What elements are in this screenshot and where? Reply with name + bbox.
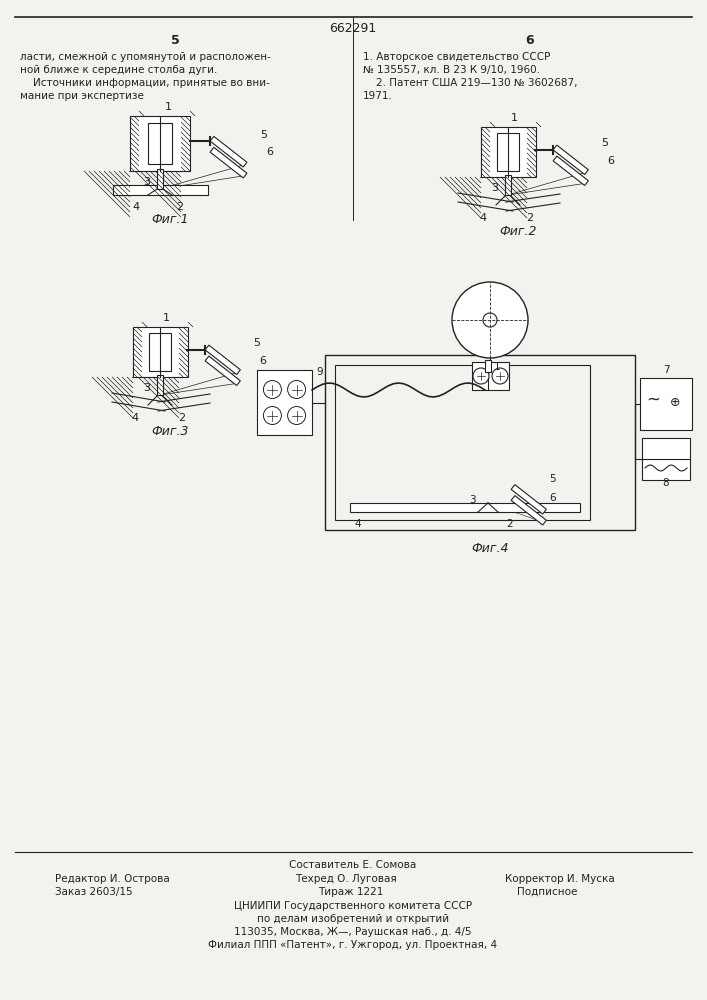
Text: ной ближе к середине столба дуги.: ной ближе к середине столба дуги. [20,65,217,75]
Text: 2: 2 [178,413,185,423]
Polygon shape [511,496,547,525]
Text: 1. Авторское свидетельство СССР: 1. Авторское свидетельство СССР [363,52,550,62]
Text: 6: 6 [607,155,614,165]
Bar [640,378,692,430]
Text: Техред О. Луговая: Техред О. Луговая [295,874,397,884]
Text: 6: 6 [549,493,556,503]
Circle shape [483,313,497,327]
Text: 3: 3 [491,183,498,193]
Text: 4: 4 [132,202,139,212]
Bar [149,333,171,371]
Text: мание при экспертизе: мание при экспертизе [20,91,144,101]
Polygon shape [210,136,247,167]
Text: № 135557, кл. В 23 К 9/10, 1960.: № 135557, кл. В 23 К 9/10, 1960. [363,65,540,75]
Text: 5: 5 [601,138,608,148]
Text: 2: 2 [527,213,534,223]
Text: 9: 9 [316,367,322,377]
Bar [481,127,536,177]
Bar [113,185,208,195]
Text: Источники информации, принятые во вни-: Источники информации, принятые во вни- [20,78,270,88]
Bar [335,365,590,520]
Text: ~: ~ [646,391,660,409]
Circle shape [288,406,305,424]
Text: Подписное: Подписное [517,887,578,897]
Circle shape [288,380,305,398]
Circle shape [264,380,281,398]
Text: Корректор И. Муска: Корректор И. Муска [505,874,615,884]
Bar [148,123,172,164]
Text: 4: 4 [132,413,139,423]
Text: 6: 6 [259,356,266,365]
Bar [497,133,519,171]
Polygon shape [511,485,547,514]
Text: 1: 1 [163,313,170,323]
Text: 8: 8 [662,478,670,488]
Text: ЦНИИПИ Государственного комитета СССР: ЦНИИПИ Государственного комитета СССР [234,901,472,911]
Polygon shape [205,356,240,385]
Text: 4: 4 [355,519,361,529]
Bar [133,327,188,377]
Text: 3: 3 [469,495,476,505]
Text: Редактор И. Острова: Редактор И. Острова [55,874,170,884]
Text: 4: 4 [479,213,486,223]
Text: 5: 5 [253,338,260,349]
Text: 2: 2 [177,202,184,212]
Text: 2. Патент США 219—130 № 3602687,: 2. Патент США 219—130 № 3602687, [363,78,578,88]
Text: 5: 5 [260,130,267,140]
Text: Фиг.3: Фиг.3 [151,425,189,438]
Text: Фиг.2: Фиг.2 [499,225,537,238]
Text: 1: 1 [165,102,172,112]
Text: Заказ 2603/15: Заказ 2603/15 [55,887,133,897]
Bar [505,175,511,195]
Text: 1: 1 [511,113,518,123]
Text: 6: 6 [526,33,534,46]
Text: 113035, Москва, Ж—̵, Раушская наб., д. 4/5: 113035, Москва, Ж—̵, Раушская наб., д. 4… [234,927,472,937]
Bar [157,169,163,189]
Text: ласти, смежной с упомянутой и расположен-: ласти, смежной с упомянутой и расположен… [20,52,271,62]
Text: Фиг.1: Фиг.1 [151,213,189,226]
Text: 3: 3 [143,177,150,187]
Text: Фиг.4: Фиг.4 [472,542,509,555]
Text: 1971.: 1971. [363,91,393,101]
Text: по делам изобретений и открытий: по делам изобретений и открытий [257,914,449,924]
Bar [157,375,163,395]
Text: 5: 5 [170,33,180,46]
Circle shape [452,282,528,358]
Bar [642,438,690,480]
Polygon shape [205,345,240,374]
Circle shape [264,406,281,424]
Text: 7: 7 [662,365,670,375]
Text: 662291: 662291 [329,21,377,34]
Polygon shape [553,145,588,174]
Text: ⊕: ⊕ [670,395,680,408]
Text: Составитель Е. Сомова: Составитель Е. Сомова [289,860,416,870]
Bar [350,503,580,512]
Text: Тираж 1221: Тираж 1221 [318,887,383,897]
Circle shape [492,368,508,384]
Circle shape [473,368,489,384]
Text: 1: 1 [494,362,501,372]
Text: 2: 2 [507,519,513,529]
Polygon shape [210,147,247,178]
Text: 5: 5 [549,474,556,484]
Text: Филиал ППП «Патент», г. Ужгород, ул. Проектная, 4: Филиал ППП «Патент», г. Ужгород, ул. Про… [209,940,498,950]
Bar [130,116,190,171]
Bar [485,360,491,372]
Text: 3: 3 [143,383,150,393]
Bar [257,370,312,435]
Polygon shape [553,156,588,185]
Bar [472,362,509,390]
Text: 6: 6 [266,147,273,157]
Bar [325,355,635,530]
